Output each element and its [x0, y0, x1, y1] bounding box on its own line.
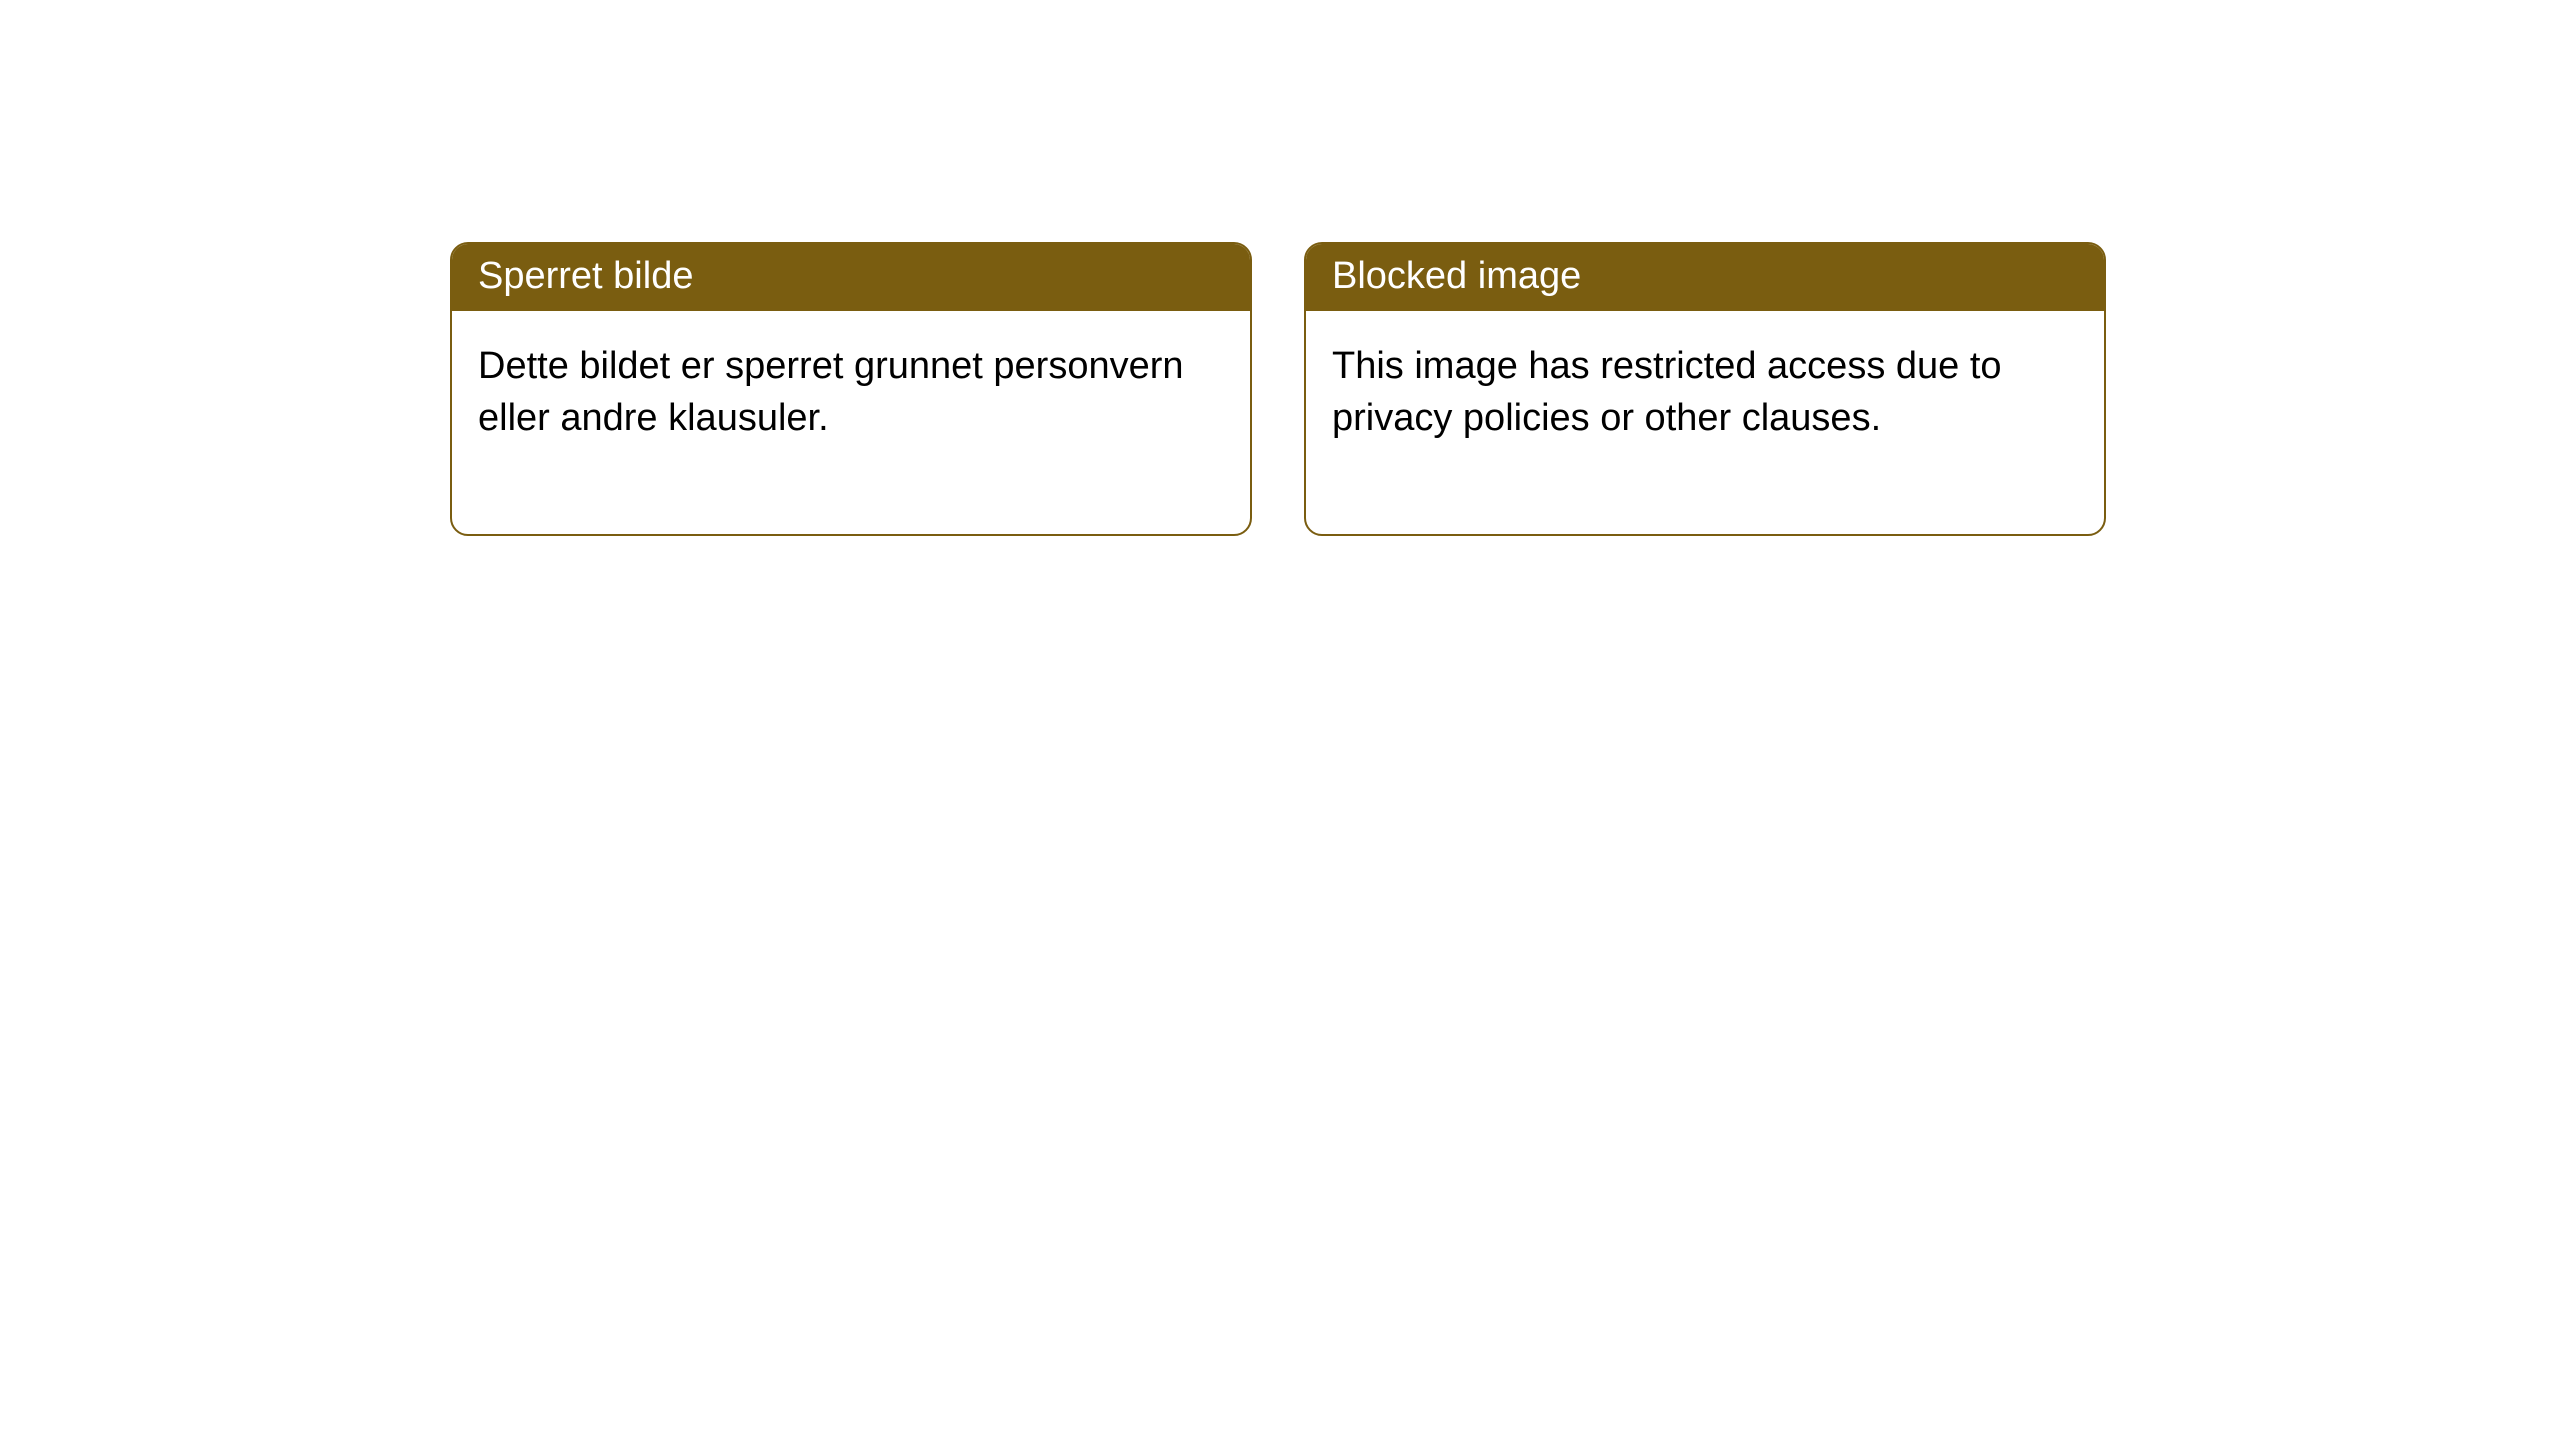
- notice-header: Blocked image: [1306, 244, 2104, 311]
- notice-card-english: Blocked image This image has restricted …: [1304, 242, 2106, 536]
- notice-header: Sperret bilde: [452, 244, 1250, 311]
- notice-body: This image has restricted access due to …: [1306, 311, 2104, 534]
- notice-body: Dette bildet er sperret grunnet personve…: [452, 311, 1250, 534]
- notice-container: Sperret bilde Dette bildet er sperret gr…: [0, 0, 2560, 536]
- notice-card-norwegian: Sperret bilde Dette bildet er sperret gr…: [450, 242, 1252, 536]
